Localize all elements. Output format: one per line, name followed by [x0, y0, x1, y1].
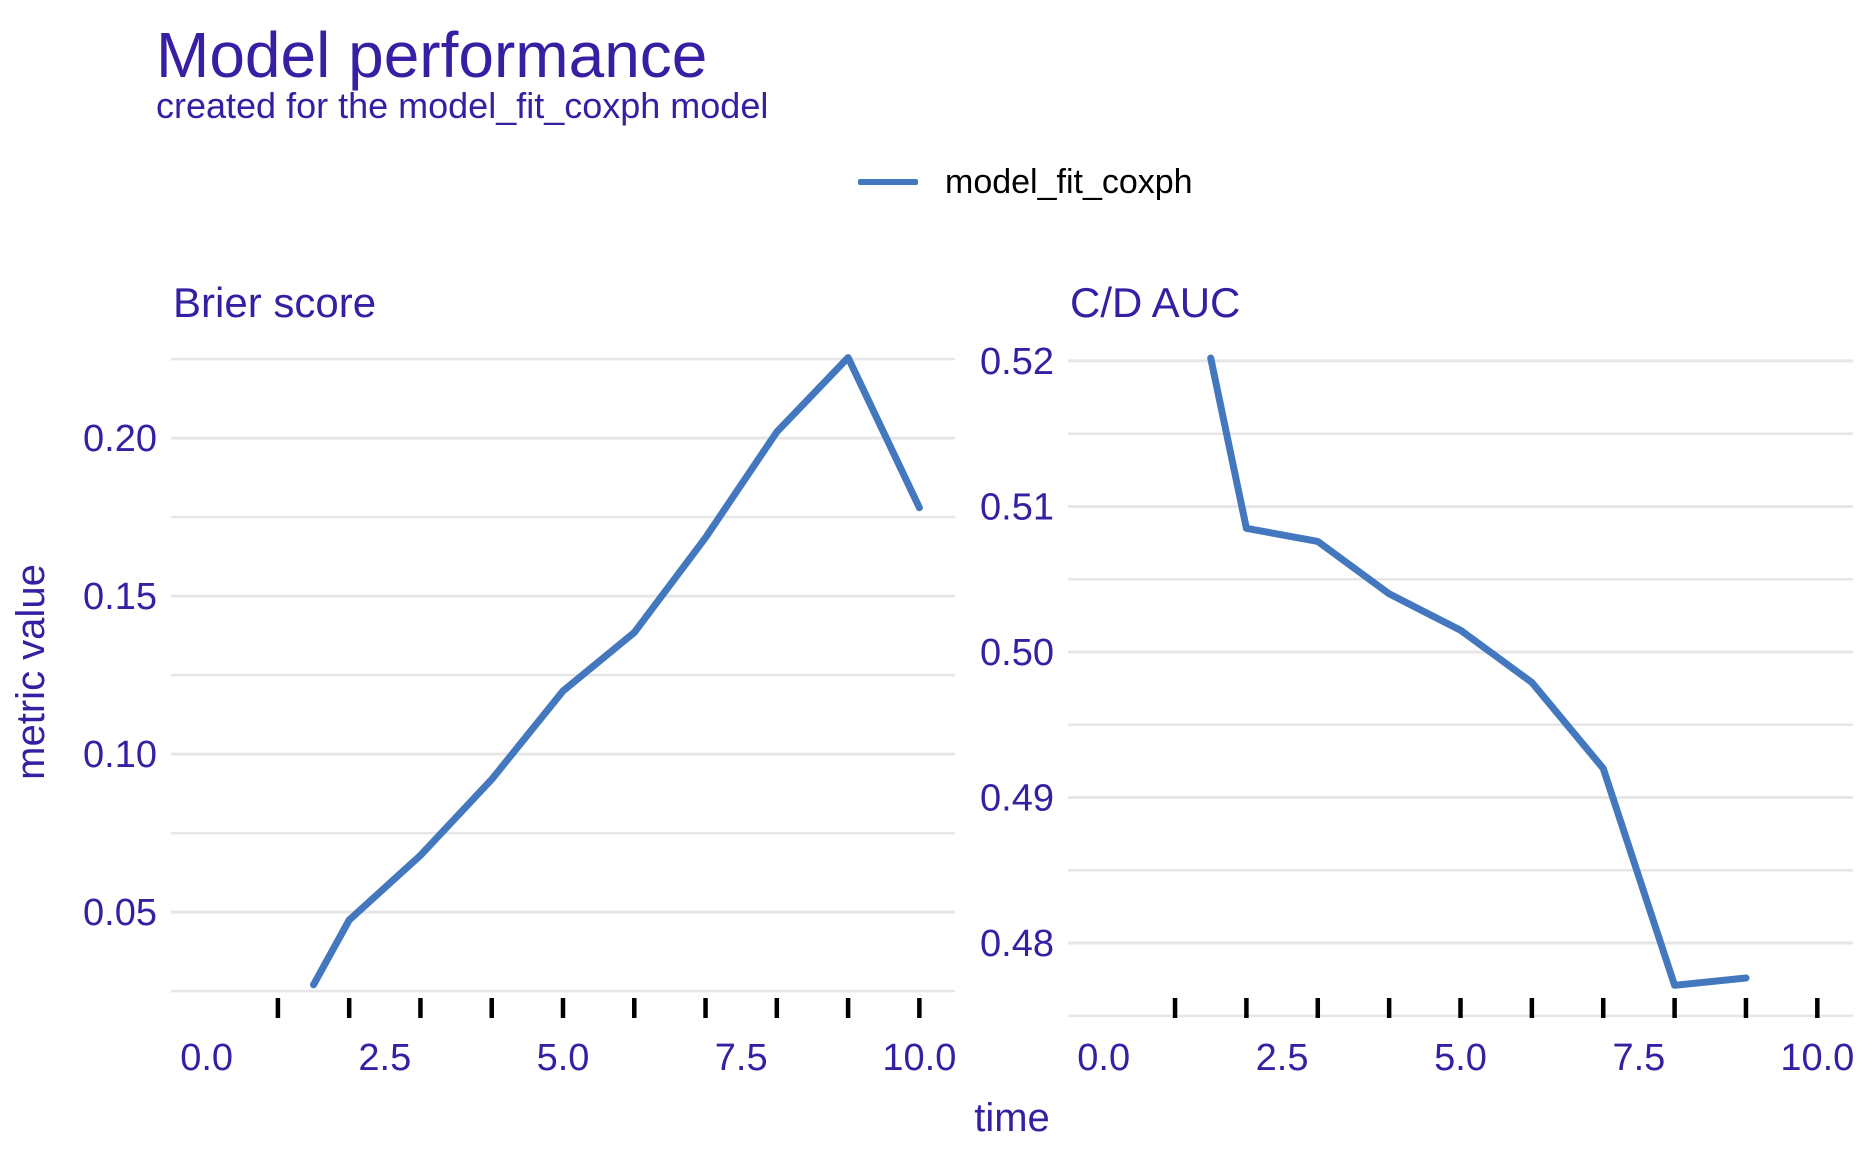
- y-tick-label: 0.49: [980, 778, 1054, 820]
- chart-title: Model performance: [156, 19, 708, 91]
- y-tick-label: 0.05: [83, 892, 157, 934]
- x-tick-label: 2.5: [1256, 1037, 1309, 1079]
- x-tick-label: 10.0: [882, 1037, 956, 1079]
- y-tick-label: 0.52: [980, 341, 1054, 383]
- y-axis-title: metric value: [9, 564, 53, 780]
- y-tick-label: 0.51: [980, 486, 1054, 528]
- x-tick-label: 5.0: [537, 1037, 590, 1079]
- x-tick-label: 10.0: [1780, 1037, 1854, 1079]
- facet-title-brier-score: Brier score: [173, 279, 377, 326]
- y-tick-label: 0.20: [83, 418, 157, 460]
- x-tick-label: 7.5: [715, 1037, 768, 1079]
- legend-label: model_fit_coxph: [945, 163, 1193, 201]
- series-line-cd_auc: [1207, 354, 1750, 989]
- x-tick-label: 0.0: [1077, 1037, 1130, 1079]
- x-tick-label: 2.5: [358, 1037, 411, 1079]
- legend-line-swatch-icon: [858, 179, 918, 185]
- y-tick-label: 0.50: [980, 632, 1054, 674]
- y-tick-label: 0.15: [83, 576, 157, 618]
- chart-subtitle: created for the model_fit_coxph model: [156, 85, 769, 126]
- y-tick-label: 0.48: [980, 923, 1054, 965]
- facet-title-cd-auc: C/D AUC: [1070, 279, 1241, 326]
- x-axis-title: time: [974, 1096, 1050, 1140]
- x-tick-label: 7.5: [1612, 1037, 1665, 1079]
- x-tick-label: 5.0: [1434, 1037, 1487, 1079]
- series-line-brier: [310, 354, 923, 989]
- y-tick-label: 0.10: [83, 734, 157, 776]
- x-tick-label: 0.0: [180, 1037, 233, 1079]
- legend: model_fit_coxph: [858, 162, 1193, 202]
